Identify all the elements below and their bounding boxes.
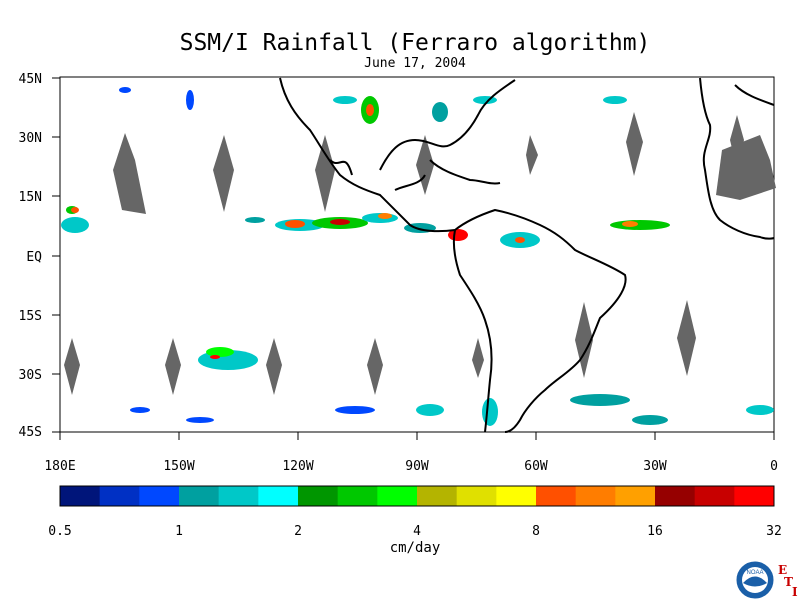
swath-gap — [367, 338, 383, 395]
map-date: June 17, 2004 — [364, 56, 466, 71]
colorbar-swatch — [734, 486, 775, 506]
lon-label: 150W — [163, 459, 194, 474]
colorbar-swatch — [179, 486, 220, 506]
colorbar-swatch — [496, 486, 537, 506]
lat-label: 30N — [19, 131, 42, 146]
colorbar-swatch — [298, 486, 339, 506]
swath-gap — [64, 338, 80, 395]
swath-gaps — [64, 112, 776, 395]
colorbar-label: 1 — [175, 524, 183, 539]
coastlines — [279, 77, 775, 433]
map-frame — [59, 76, 775, 433]
noaa-logo: NOAA E T I — [735, 560, 798, 600]
colorbar-swatch — [218, 486, 259, 506]
colorbar-swatch — [615, 486, 656, 506]
swath-gap — [315, 135, 335, 212]
colorbar-swatch — [655, 486, 696, 506]
axis-ticks — [52, 77, 775, 440]
colorbar-label: 2 — [294, 524, 302, 539]
lat-label: 45S — [19, 425, 42, 440]
colorbar-swatch — [60, 486, 101, 506]
lat-label: 15N — [19, 190, 42, 205]
lat-labels: 45N 30N 15N EQ 15S 30S 45S — [19, 72, 43, 440]
colorbar-swatch — [536, 486, 577, 506]
map-title: SSM/I Rainfall (Ferraro algorithm) — [179, 30, 651, 56]
colorbar-frame — [59, 485, 775, 507]
swath-gap — [213, 135, 234, 212]
swath-gap — [472, 338, 484, 378]
lon-label: 180E — [44, 459, 75, 474]
logo-letter: E — [778, 563, 787, 577]
colorbar-unit: cm/day — [389, 540, 441, 556]
lat-label: 15S — [19, 309, 42, 324]
lon-label: 60W — [524, 459, 548, 474]
lon-label: 120W — [282, 459, 313, 474]
colorbar-swatch — [139, 486, 180, 506]
colorbar-label: 4 — [413, 524, 421, 539]
colorbar — [59, 485, 775, 507]
colorbar-swatch — [575, 486, 616, 506]
swath-gap — [165, 338, 181, 395]
colorbar-swatch — [99, 486, 140, 506]
rain-bands — [61, 87, 774, 426]
colorbar-swatch — [377, 486, 418, 506]
colorbar-labels: 0.5 1 2 4 8 16 32 — [48, 524, 782, 539]
logo-letter: T — [784, 575, 793, 589]
colorbar-swatch — [694, 486, 735, 506]
swath-gap — [113, 133, 146, 214]
lon-labels: 180E 150W 120W 90W 60W 30W 0 — [44, 459, 778, 474]
swath-gap — [730, 115, 744, 170]
colorbar-swatch — [417, 486, 458, 506]
colorbar-label: 32 — [766, 524, 782, 539]
lon-label: 90W — [405, 459, 429, 474]
swath-gap — [626, 112, 643, 176]
colorbar-label: 0.5 — [48, 524, 71, 539]
lon-label: 0 — [770, 459, 778, 474]
colorbar-label: 8 — [532, 524, 540, 539]
lat-label: 45N — [19, 72, 42, 87]
swath-gap — [266, 338, 282, 395]
colorbar-label: 16 — [647, 524, 663, 539]
colorbar-swatch — [456, 486, 497, 506]
lat-label: 30S — [19, 368, 42, 383]
colorbar-swatch — [337, 486, 378, 506]
logo-text: NOAA — [746, 570, 763, 576]
swath-gap-africa — [716, 135, 776, 200]
swath-gap — [677, 300, 696, 376]
lat-label: EQ — [26, 250, 42, 265]
logo-letter: I — [792, 585, 798, 599]
swath-gap — [526, 135, 538, 175]
colorbar-swatch — [258, 486, 299, 506]
lon-label: 30W — [643, 459, 667, 474]
